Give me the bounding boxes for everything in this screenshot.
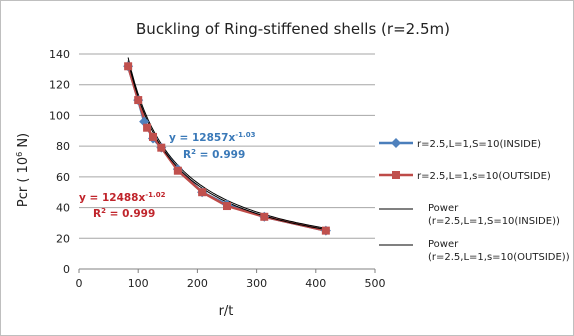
y-tick-label: 20 — [56, 232, 70, 245]
x-tick-label: 100 — [128, 277, 149, 290]
legend-label-inside: r=2.5,L=1,S=10(INSIDE) — [417, 139, 541, 150]
y-tick-label: 60 — [56, 171, 70, 184]
legend-swatch-outside-marker — [392, 171, 400, 179]
legend-label-power-inside-1: Power — [428, 203, 459, 214]
legend-item-power-outside: Power (r=2.5,L=1,s=10(OUTSIDE)) — [379, 239, 570, 263]
outside-fit-r2: R2 = 0.999 — [93, 207, 155, 220]
data-point-outside — [124, 62, 133, 71]
y-axis-label-tail: N) — [16, 133, 31, 152]
y-axis-label-sup: 6 — [15, 152, 24, 157]
legend-label-outside: r=2.5,L=1,s=10(OUTSIDE) — [417, 171, 551, 182]
y-axis-label: Pcr ( 106 N) — [15, 133, 31, 207]
y-tick-label: 100 — [49, 109, 70, 122]
legend-swatch-inside-marker — [391, 138, 401, 148]
data-point-outside — [149, 132, 157, 141]
x-tick-label: 300 — [246, 277, 267, 290]
x-axis-label: r/t — [219, 304, 234, 319]
inside-fit-r2: R2 = 0.999 — [183, 148, 245, 161]
y-axis-label-main: Pcr ( 10 — [16, 157, 31, 207]
data-point-outside — [157, 143, 166, 152]
x-tick-label: 0 — [76, 277, 83, 290]
data-point-outside — [321, 226, 330, 235]
data-point-outside — [223, 202, 231, 211]
legend-item-outside: r=2.5,L=1,s=10(OUTSIDE) — [379, 171, 551, 182]
y-tick-label: 140 — [49, 48, 70, 61]
chart-title: Buckling of Ring-stiffened shells (r=2.5… — [136, 20, 450, 38]
gridlines — [79, 53, 375, 239]
data-point-outside — [198, 188, 207, 197]
data-point-outside — [173, 166, 182, 175]
data-point-outside — [260, 212, 269, 221]
tick-labels: 0 20 40 60 80 100 120 140 0 100 200 300 400 500 — [49, 48, 386, 290]
legend-label-power-outside-2: (r=2.5,L=1,s=10(OUTSIDE)) — [428, 252, 570, 263]
legend: r=2.5,L=1,S=10(INSIDE) r=2.5,L=1,s=10(OU… — [379, 138, 570, 263]
legend-label-power-outside-1: Power — [428, 239, 459, 250]
inside-fit-annotation: y = 12857x-1.03 R2 = 0.999 — [169, 131, 256, 161]
data-point-outside — [134, 96, 143, 105]
y-tick-label: 40 — [56, 202, 70, 215]
y-tick-label: 120 — [49, 79, 70, 92]
x-tick-label: 400 — [305, 277, 326, 290]
data-point-outside — [143, 123, 152, 132]
legend-item-power-inside: Power (r=2.5,L=1,S=10(INSIDE)) — [379, 203, 560, 227]
series-layer — [123, 57, 331, 236]
series-outside-line — [126, 65, 327, 232]
outside-fit-equation: y = 12488x-1.02 — [79, 191, 166, 204]
outside-fit-annotation: y = 12488x-1.02 R2 = 0.999 — [79, 191, 166, 220]
inside-fit-equation: y = 12857x-1.03 — [169, 131, 256, 144]
axes — [78, 268, 376, 273]
y-tick-label: 0 — [63, 263, 70, 276]
legend-item-inside: r=2.5,L=1,S=10(INSIDE) — [379, 138, 541, 150]
legend-label-power-inside-2: (r=2.5,L=1,S=10(INSIDE)) — [428, 216, 560, 227]
x-tick-label: 500 — [365, 277, 386, 290]
x-tick-label: 200 — [187, 277, 208, 290]
y-tick-label: 80 — [56, 140, 70, 153]
